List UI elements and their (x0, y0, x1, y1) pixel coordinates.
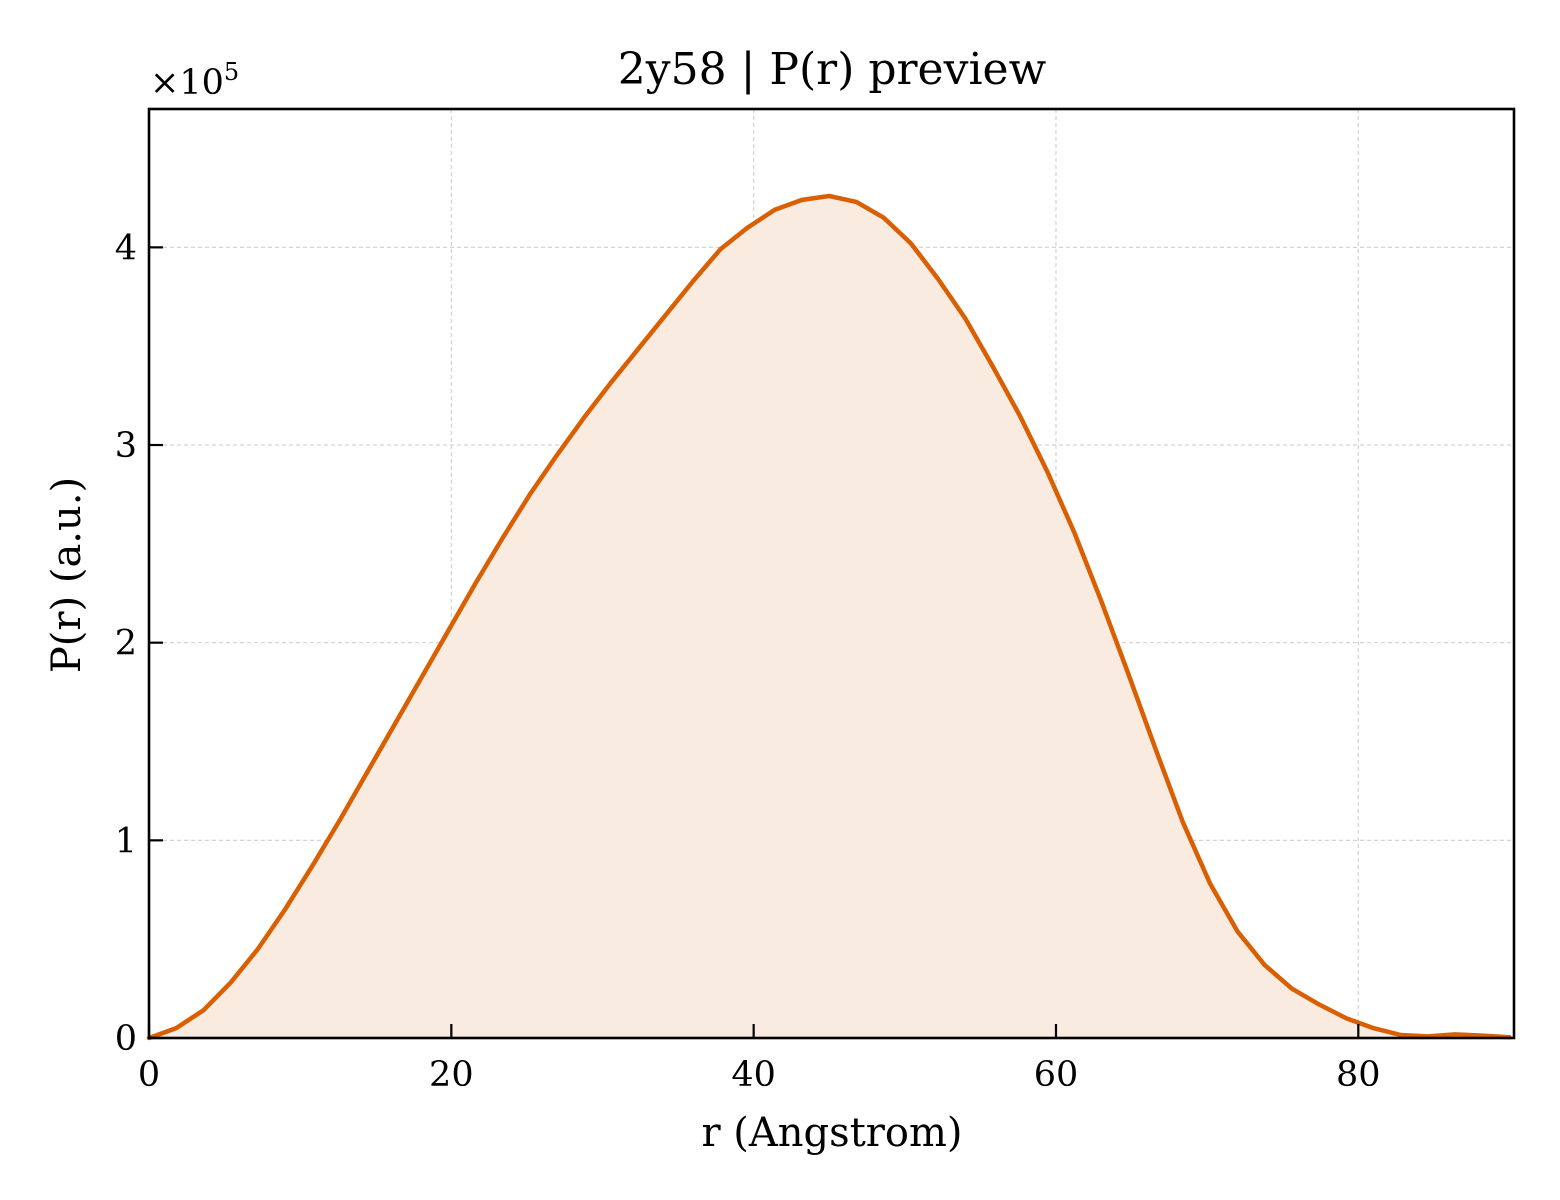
y-scale-offset-exponent: 5 (224, 58, 239, 86)
x-tick-label: 20 (429, 1055, 474, 1095)
x-tick-label: 40 (731, 1055, 776, 1095)
y-tick-label: 3 (115, 426, 137, 466)
y-tick-label: 4 (115, 228, 137, 268)
y-axis-label: P(r) (a.u.) (44, 477, 90, 673)
pr-series-line (146, 193, 1512, 1041)
x-tick-label: 80 (1336, 1055, 1381, 1095)
x-tick-label: 0 (138, 1055, 160, 1095)
pr-area-fill (149, 196, 1510, 1038)
y-tick-label: 2 (115, 624, 137, 664)
plot-frame (147, 107, 1516, 1040)
y-scale-offset: ×105 (150, 58, 239, 103)
y-tick-label: 1 (115, 821, 137, 861)
y-scale-offset-base: ×10 (150, 63, 224, 103)
x-tick-label: 60 (1034, 1055, 1079, 1095)
tick-layer: 0 20 40 60 80 0 1 2 3 4 (115, 228, 1381, 1095)
chart-title: 2y58 | P(r) preview (618, 44, 1047, 95)
x-axis-label: r (Angstrom) (701, 1110, 962, 1156)
y-tick-label: 0 (115, 1019, 137, 1059)
